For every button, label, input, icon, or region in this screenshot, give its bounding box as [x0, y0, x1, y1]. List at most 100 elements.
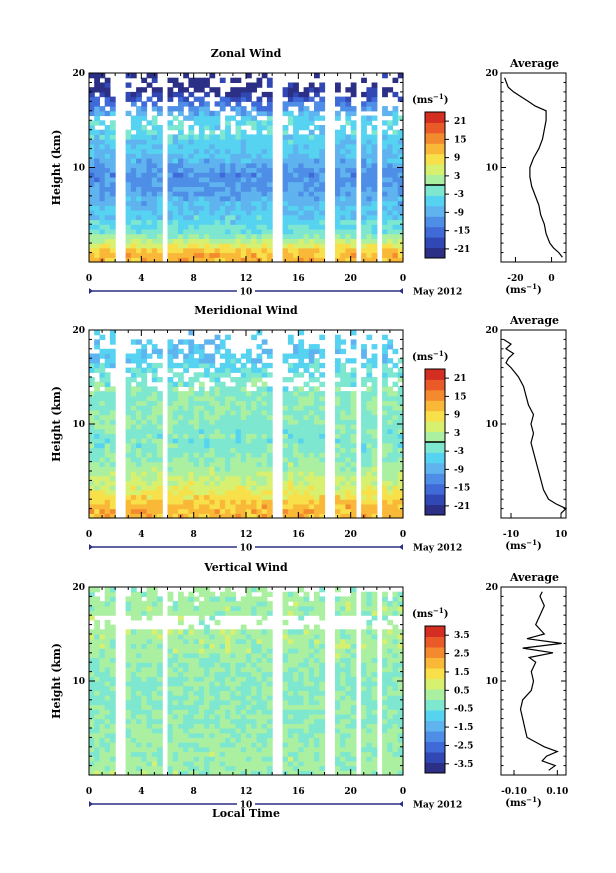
heatmap-cell: [319, 228, 326, 235]
heatmap-cell: [151, 652, 158, 659]
heatmap-cell: [219, 353, 226, 359]
heatmap-cell: [130, 671, 137, 677]
heatmap-cell: [371, 466, 378, 472]
heatmap-cell: [340, 494, 346, 500]
heatmap-cell: [99, 489, 106, 496]
heatmap-cell: [204, 489, 210, 496]
heatmap-cell: [350, 452, 357, 458]
heatmap-cell: [172, 643, 179, 649]
heatmap-cell: [167, 751, 174, 757]
heatmap-cell: [246, 508, 252, 514]
heatmap-cell: [251, 214, 257, 221]
heatmap-cell: [151, 405, 158, 411]
heatmap-cell: [335, 409, 341, 416]
heatmap-cell: [382, 224, 388, 230]
heatmap-cell: [225, 400, 231, 406]
heatmap-cell: [214, 115, 221, 121]
heatmap-cell: [188, 233, 195, 239]
heatmap-cell: [89, 353, 95, 359]
heatmap-cell: [335, 391, 341, 397]
heatmap-cell: [188, 737, 195, 743]
heatmap-cell: [214, 334, 221, 340]
heatmap-cell: [141, 191, 148, 197]
heatmap-cell: [104, 438, 111, 444]
heatmap-cell: [261, 414, 268, 420]
heatmap-cell: [136, 605, 142, 612]
heatmap-cell: [387, 167, 394, 173]
heatmap-cell: [397, 447, 404, 453]
heatmap-cell: [146, 494, 153, 500]
heatmap-cell: [89, 760, 95, 767]
heatmap-cell: [225, 372, 231, 378]
heatmap-cell: [235, 508, 242, 514]
heatmap-cell: [397, 494, 404, 500]
heatmap-cell: [94, 732, 100, 738]
heatmap-cell: [361, 214, 367, 221]
heatmap-cell: [104, 494, 111, 500]
heatmap-cell: [266, 348, 273, 355]
heatmap-cell: [172, 233, 179, 239]
heatmap-cell: [151, 167, 158, 173]
x-tick-label: 0: [400, 530, 406, 540]
heatmap-cell: [188, 508, 195, 514]
heatmap-cell: [157, 723, 163, 729]
heatmap-cell: [225, 723, 231, 729]
heatmap-cell: [350, 508, 357, 514]
heatmap-cell: [214, 723, 221, 729]
heatmap-cell: [240, 214, 247, 221]
heatmap-cell: [235, 252, 242, 258]
heatmap-cell: [89, 508, 95, 514]
heatmap-cell: [193, 503, 200, 510]
heatmap-cell: [335, 115, 341, 121]
heatmap-cell: [193, 214, 200, 221]
heatmap-cell: [204, 110, 210, 117]
heatmap-cell: [235, 129, 242, 135]
heatmap-cell: [246, 596, 252, 602]
heatmap-cell: [172, 176, 179, 183]
heatmap-cell: [251, 652, 257, 659]
heatmap-cell: [219, 746, 226, 753]
heatmap-cell: [240, 681, 247, 687]
heatmap-cell: [261, 433, 268, 439]
heatmap-cell: [230, 713, 237, 720]
heatmap-cell: [293, 228, 299, 235]
heatmap-cell: [350, 120, 357, 126]
heatmap-cell: [319, 162, 326, 169]
heatmap-cell: [382, 247, 388, 254]
heatmap-cell: [178, 652, 184, 659]
heatmap-cell: [256, 690, 263, 696]
heatmap-cell: [251, 372, 257, 378]
heatmap-cell: [141, 638, 148, 644]
heatmap-cell: [387, 438, 394, 444]
heatmap-cell: [172, 167, 179, 173]
heatmap-cell: [287, 499, 294, 505]
heatmap-cell: [157, 508, 163, 514]
heatmap-cell: [230, 709, 237, 715]
heatmap-cell: [392, 438, 399, 444]
heatmap-cell: [109, 634, 116, 640]
heatmap-cell: [366, 87, 373, 93]
heatmap-cell: [188, 756, 195, 762]
heatmap-cell: [371, 438, 378, 444]
heatmap-cell: [246, 452, 252, 458]
heatmap-cell: [308, 247, 315, 254]
heatmap-cell: [314, 358, 320, 364]
heatmap-cell: [225, 134, 231, 140]
heatmap-cell: [146, 671, 153, 677]
heatmap-cell: [193, 596, 200, 602]
heatmap-cell: [256, 666, 263, 673]
heatmap-cell: [183, 699, 189, 706]
heatmap-cell: [214, 91, 221, 98]
heatmap-cell: [209, 652, 216, 659]
heatmap-cell: [214, 765, 221, 771]
heatmap-cell: [303, 400, 310, 406]
heatmap-cell: [183, 681, 189, 687]
heatmap-cell: [157, 596, 163, 602]
heatmap-cell: [251, 428, 257, 434]
heatmap-cell: [225, 676, 231, 682]
heatmap-cell: [193, 419, 200, 425]
heatmap-cell: [266, 91, 273, 98]
heatmap-cell: [361, 405, 367, 411]
heatmap-cell: [256, 344, 263, 350]
